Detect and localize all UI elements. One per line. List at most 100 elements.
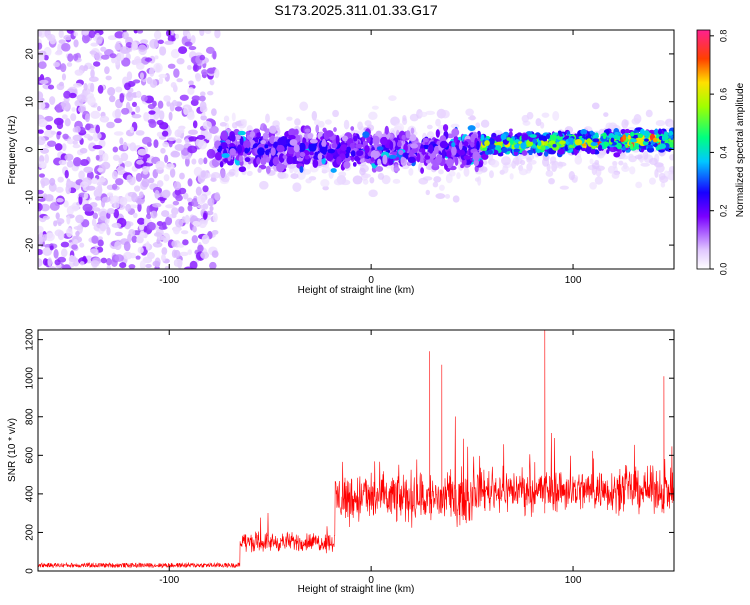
heatmap-cell [265, 165, 271, 174]
heatmap-cell [364, 145, 370, 154]
heatmap-cell [154, 55, 159, 60]
heatmap-cell [501, 156, 511, 166]
heatmap-cell [146, 205, 151, 216]
heatmap-cell [359, 167, 366, 176]
heatmap-cell [66, 30, 74, 34]
heatmap-cell [668, 130, 674, 136]
heatmap-cell [131, 114, 142, 119]
heatmap-cell [187, 178, 193, 187]
heatmap-cell [665, 139, 669, 144]
heatmap-cell [56, 131, 62, 136]
heatmap-cell [287, 146, 295, 155]
heatmap-cell [384, 125, 389, 135]
heatmap-cell [56, 198, 64, 203]
heatmap-cell [630, 138, 637, 143]
snr-panel: -100 0 100 0 200 400 600 800 1000 1200 Height of… [7, 328, 675, 595]
heatmap-cell [314, 119, 321, 126]
heatmap-cell [456, 172, 461, 180]
heatmap-cell [484, 140, 490, 147]
heatmap-y-tick-label: 10 [25, 96, 36, 108]
heatmap-cell [114, 254, 124, 262]
heatmap-cell [60, 248, 68, 258]
heatmap-cell [50, 130, 57, 135]
heatmap-cell [55, 186, 64, 193]
heatmap-cell [172, 200, 180, 206]
heatmap-cell [38, 136, 46, 146]
heatmap-cell [183, 106, 189, 116]
heatmap-cell [186, 32, 192, 40]
heatmap-cell [620, 128, 626, 135]
heatmap-cell [186, 197, 193, 203]
snr-frame [37, 329, 675, 572]
heatmap-cell [148, 110, 156, 115]
heatmap-cell [196, 195, 206, 205]
heatmap-cell [200, 115, 207, 121]
heatmap-cell [652, 137, 658, 143]
heatmap-cell [90, 82, 95, 93]
heatmap-cell [60, 241, 70, 248]
heatmap-cell [182, 192, 189, 200]
heatmap-cell [592, 138, 600, 143]
heatmap-cell [172, 226, 180, 235]
heatmap-cell [525, 131, 533, 136]
heatmap-cell [321, 166, 331, 173]
heatmap-cell [319, 146, 328, 154]
heatmap-cell [238, 166, 247, 173]
heatmap-cell [79, 242, 85, 248]
heatmap-cell [108, 95, 116, 103]
heatmap-cell [210, 172, 221, 179]
heatmap-cell [552, 143, 557, 148]
heatmap-cell [113, 208, 119, 219]
heatmap-cell [480, 119, 490, 128]
heatmap-cell [186, 65, 192, 70]
heatmap-cell [173, 249, 181, 259]
heatmap-cell [475, 122, 481, 129]
heatmap-cell [199, 101, 207, 111]
heatmap-cell [119, 262, 127, 269]
heatmap-cell [145, 241, 150, 251]
heatmap-cell [71, 107, 76, 112]
heatmap-cell [158, 73, 168, 79]
heatmap-cell [658, 172, 666, 180]
heatmap-cell [84, 113, 90, 123]
heatmap-cell [88, 30, 96, 39]
heatmap-cell [211, 229, 219, 235]
heatmap-cell [66, 227, 73, 238]
heatmap-cell [201, 234, 210, 245]
heatmap-cell [359, 157, 365, 164]
heatmap-cell [75, 214, 84, 224]
heatmap-cell [425, 159, 431, 164]
heatmap-cell [174, 106, 183, 112]
heatmap-cell [529, 159, 537, 165]
heatmap-cell [225, 139, 231, 145]
heatmap-cell [106, 121, 115, 129]
heatmap-cell [180, 147, 190, 156]
heatmap-cell [165, 163, 175, 170]
heatmap-cell [156, 220, 164, 227]
heatmap-cell [135, 105, 141, 113]
heatmap-cell [286, 116, 293, 121]
heatmap-cell [188, 80, 194, 86]
heatmap-cell [55, 212, 60, 220]
heatmap-y-tick-label: 20 [25, 48, 36, 60]
snr-ylabel: SNR (10 * v/v) [7, 418, 18, 482]
heatmap-cell [136, 30, 144, 34]
heatmap-cell [118, 157, 123, 165]
heatmap-cell [49, 177, 56, 186]
heatmap-cell [178, 187, 187, 195]
heatmap-cell [631, 117, 641, 125]
heatmap-cell [292, 182, 302, 193]
heatmap-cell [166, 136, 177, 142]
heatmap-cell [375, 130, 383, 138]
heatmap-cell [191, 235, 198, 244]
heatmap-cell [66, 62, 73, 67]
heatmap-cell [494, 145, 502, 150]
colorbar-tick-label: 0.8 [718, 30, 728, 43]
heatmap-cell [288, 134, 296, 140]
heatmap-cell [557, 148, 565, 155]
heatmap-cell [441, 149, 446, 159]
heatmap-cell [57, 176, 64, 183]
heatmap-cell [230, 134, 236, 142]
heatmap-cell [135, 130, 145, 136]
